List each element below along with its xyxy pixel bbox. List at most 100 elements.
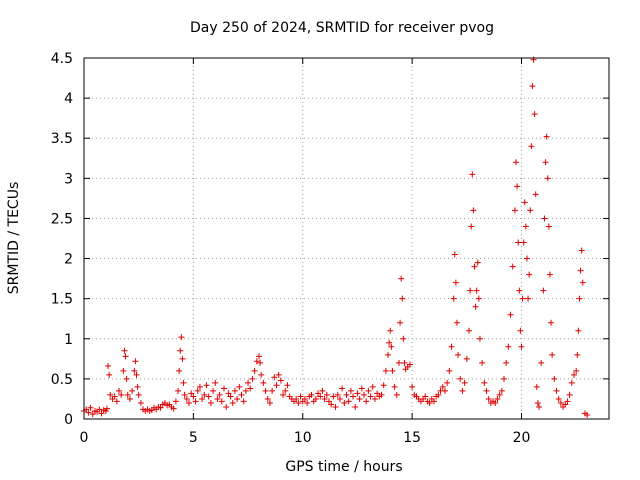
data-point <box>507 311 514 318</box>
data-point <box>564 398 571 405</box>
data-point <box>498 387 505 394</box>
data-point <box>273 382 280 389</box>
y-tick-label: 2.5 <box>51 211 73 227</box>
data-point <box>350 393 357 400</box>
data-point <box>503 359 510 366</box>
data-point <box>555 395 562 402</box>
data-point <box>282 387 289 394</box>
data-point <box>575 327 582 334</box>
data-point <box>378 391 385 398</box>
data-point <box>451 251 458 258</box>
data-point <box>262 387 269 394</box>
data-point <box>354 390 361 397</box>
data-point <box>96 406 103 413</box>
data-point <box>212 379 219 386</box>
data-point <box>391 383 398 390</box>
data-point <box>98 410 105 417</box>
data-point <box>176 367 183 374</box>
data-point <box>284 382 291 389</box>
data-point <box>245 379 252 386</box>
data-point <box>439 383 446 390</box>
data-point <box>347 387 354 394</box>
data-point <box>238 391 245 398</box>
y-tick-label: 1 <box>64 332 73 348</box>
data-point <box>323 391 330 398</box>
data-point <box>400 335 407 342</box>
data-point <box>343 391 350 398</box>
data-point <box>481 379 488 386</box>
data-point <box>534 399 541 406</box>
data-point <box>435 391 442 398</box>
data-point <box>515 239 522 246</box>
data-point <box>369 383 376 390</box>
data-point <box>457 375 464 382</box>
data-point <box>576 295 583 302</box>
data-point <box>533 383 540 390</box>
data-point <box>473 287 480 294</box>
data-point <box>393 391 400 398</box>
data-point <box>361 391 367 398</box>
data-point <box>180 379 187 386</box>
data-point <box>584 411 591 418</box>
data-point <box>345 398 352 405</box>
data-point <box>225 390 232 397</box>
data-point <box>126 395 133 402</box>
y-tick-label: 4.5 <box>51 51 73 67</box>
data-point <box>319 387 326 394</box>
data-point <box>242 387 249 394</box>
data-point <box>231 387 238 394</box>
data-point <box>214 395 221 402</box>
data-point <box>522 223 529 230</box>
data-point <box>240 398 247 405</box>
data-point <box>181 391 188 398</box>
x-tick-label: 10 <box>294 430 312 446</box>
data-point <box>470 207 477 214</box>
data-point <box>234 395 241 402</box>
data-point <box>538 359 545 366</box>
data-point <box>89 411 96 418</box>
data-point <box>280 391 287 398</box>
data-point <box>275 371 282 378</box>
data-point <box>328 401 335 408</box>
y-tick-label: 3.5 <box>51 131 73 147</box>
data-point <box>479 359 486 366</box>
data-point <box>120 367 127 374</box>
data-point <box>455 351 462 358</box>
data-point <box>525 295 532 302</box>
data-point <box>192 398 199 405</box>
data-point <box>177 347 184 354</box>
data-point <box>483 387 490 394</box>
data-point <box>269 387 276 394</box>
x-axis-label: GPS time / hours <box>285 459 402 475</box>
grid-lines <box>84 58 609 419</box>
data-point <box>505 343 512 350</box>
data-point <box>227 393 234 400</box>
data-point <box>194 387 201 394</box>
data-point <box>170 405 177 412</box>
x-tick-label: 20 <box>513 430 531 446</box>
data-point <box>358 385 365 392</box>
data-point <box>397 319 404 326</box>
data-point <box>526 271 533 278</box>
data-point <box>574 351 581 358</box>
data-point <box>513 159 520 166</box>
data-point <box>106 371 113 378</box>
data-point <box>399 295 406 302</box>
data-point <box>334 391 341 398</box>
data-point <box>452 279 459 286</box>
data-point <box>557 399 564 406</box>
data-point <box>519 295 526 302</box>
data-point <box>341 399 348 406</box>
data-point <box>398 275 405 282</box>
data-point <box>103 405 110 412</box>
x-tick-label: 5 <box>189 430 198 446</box>
data-point <box>571 371 577 378</box>
data-point <box>137 399 144 406</box>
data-point <box>111 393 118 400</box>
data-point <box>548 319 555 326</box>
data-point <box>251 367 258 374</box>
data-point <box>199 395 206 402</box>
data-point <box>469 171 476 178</box>
data-point <box>312 395 319 402</box>
